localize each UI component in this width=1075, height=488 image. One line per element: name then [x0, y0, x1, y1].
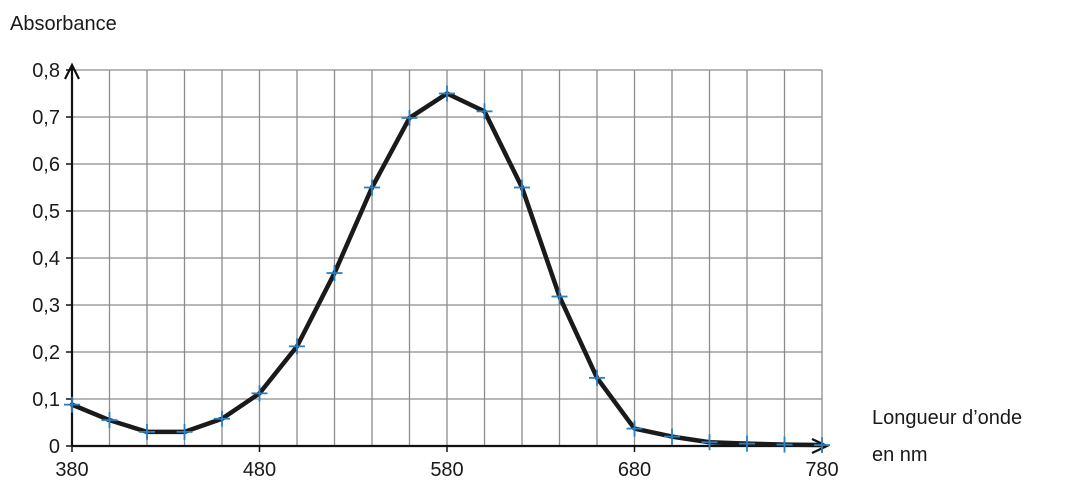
data-point-marker	[401, 109, 418, 126]
y-tick-label: 0,7	[32, 107, 60, 129]
data-point-marker	[176, 423, 193, 440]
x-tick-label: 580	[430, 459, 463, 481]
y-tick-label: 0,4	[32, 248, 60, 270]
x-axis-label-line1: Longueur d’onde	[872, 407, 1022, 429]
data-point-marker	[589, 369, 605, 386]
x-tick-label: 380	[55, 459, 88, 481]
data-point-marker	[326, 265, 343, 282]
y-tick-label: 0	[49, 436, 60, 458]
tick-labels: 0 0,1 0,2 0,3 0,4 0,5 0,6 0,7 0,8 380 480 580 680 780	[32, 60, 839, 481]
data-point-marker	[739, 435, 755, 452]
y-tick-label: 0,1	[32, 389, 60, 411]
data-point-marker	[214, 410, 230, 427]
x-tick-label: 680	[618, 459, 651, 481]
grid	[72, 69, 823, 446]
data-point-marker	[776, 436, 793, 453]
data-point-marker	[664, 428, 680, 445]
y-tick-label: 0,6	[32, 154, 60, 176]
data-point-marker	[101, 412, 118, 429]
y-tick-label: 0,2	[32, 342, 60, 364]
y-tick-label: 0,5	[32, 201, 60, 223]
data-point-marker	[439, 85, 455, 102]
data-point-marker	[551, 288, 568, 305]
data-point-marker	[626, 420, 643, 437]
y-axis-arrow	[64, 62, 80, 80]
data-point-marker	[139, 423, 155, 440]
data-point-marker	[289, 338, 305, 355]
series	[64, 85, 830, 454]
axes	[64, 62, 830, 454]
data-point-marker	[364, 179, 380, 196]
y-tick-label: 0,8	[32, 60, 60, 82]
data-point-marker	[476, 103, 493, 120]
data-point-marker	[64, 396, 80, 413]
y-tick-label: 0,3	[32, 295, 60, 317]
x-tick-label: 480	[243, 459, 276, 481]
x-tick-label: 780	[805, 459, 838, 481]
data-point-marker	[514, 179, 530, 196]
x-axis-label-line2: en nm	[872, 444, 928, 466]
y-axis-label: Absorbance	[10, 13, 117, 35]
data-point-marker	[814, 437, 830, 454]
data-point-marker	[251, 385, 268, 402]
data-point-marker	[701, 434, 718, 451]
x-axis-arrow	[811, 438, 830, 454]
